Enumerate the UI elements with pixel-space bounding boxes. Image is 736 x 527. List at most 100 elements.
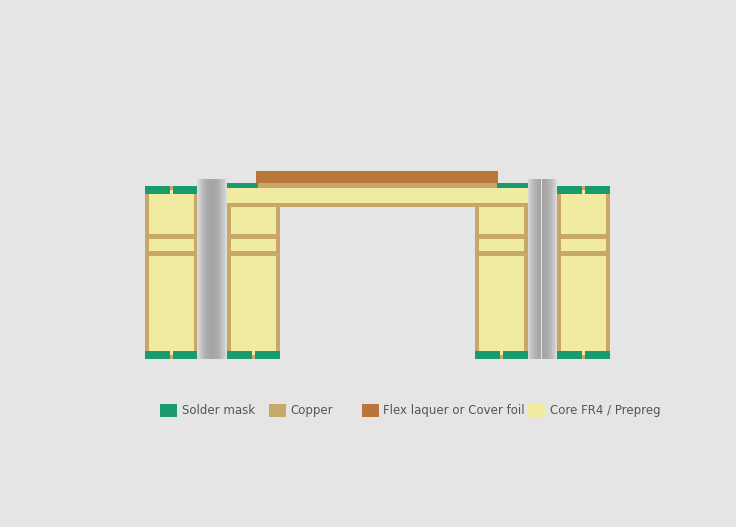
Bar bbox=[537, 179, 539, 359]
Bar bbox=[256, 183, 498, 188]
Bar bbox=[227, 187, 252, 194]
Bar bbox=[585, 351, 609, 359]
Text: Flex laquer or Cover foil: Flex laquer or Cover foil bbox=[383, 404, 525, 417]
Bar bbox=[557, 351, 581, 359]
Bar bbox=[200, 179, 201, 359]
Bar bbox=[557, 187, 609, 190]
Bar bbox=[547, 179, 548, 359]
Bar bbox=[528, 404, 545, 417]
Bar bbox=[606, 187, 609, 359]
Bar bbox=[205, 179, 206, 359]
Bar bbox=[276, 187, 280, 359]
Bar bbox=[145, 187, 169, 194]
Bar bbox=[227, 202, 528, 207]
Bar bbox=[280, 215, 475, 359]
Bar bbox=[209, 179, 210, 359]
Bar bbox=[528, 179, 529, 359]
Bar bbox=[225, 179, 226, 359]
Bar bbox=[551, 179, 552, 359]
Bar bbox=[269, 404, 286, 417]
Bar bbox=[173, 351, 197, 359]
Text: Copper: Copper bbox=[291, 404, 333, 417]
Bar bbox=[542, 179, 543, 359]
Bar bbox=[218, 179, 219, 359]
Bar bbox=[475, 187, 528, 359]
Bar bbox=[207, 179, 208, 359]
Bar bbox=[585, 187, 609, 194]
Bar bbox=[227, 187, 230, 359]
Bar bbox=[478, 234, 524, 239]
Bar bbox=[503, 351, 528, 359]
Bar bbox=[557, 187, 581, 194]
Bar bbox=[217, 179, 218, 359]
Bar bbox=[549, 179, 550, 359]
Bar bbox=[222, 179, 223, 359]
Bar bbox=[211, 179, 212, 359]
Bar bbox=[145, 187, 197, 190]
Bar bbox=[197, 179, 198, 359]
Bar bbox=[535, 179, 536, 359]
Bar bbox=[216, 179, 217, 359]
Text: Solder mask: Solder mask bbox=[182, 404, 255, 417]
Bar bbox=[556, 179, 557, 359]
Bar bbox=[524, 187, 528, 359]
Bar bbox=[554, 179, 555, 359]
Bar bbox=[149, 234, 194, 239]
Bar bbox=[530, 179, 531, 359]
Text: Core FR4 / Prepreg: Core FR4 / Prepreg bbox=[550, 404, 661, 417]
Bar bbox=[221, 179, 222, 359]
Bar bbox=[478, 251, 524, 256]
Bar bbox=[536, 179, 537, 359]
Bar bbox=[475, 351, 500, 359]
Bar bbox=[215, 179, 216, 359]
Bar bbox=[561, 234, 606, 239]
Bar bbox=[227, 355, 280, 359]
Bar bbox=[545, 179, 546, 359]
Bar bbox=[532, 179, 533, 359]
Bar bbox=[160, 404, 177, 417]
Bar bbox=[201, 179, 202, 359]
Bar bbox=[539, 179, 540, 359]
Bar bbox=[227, 188, 528, 203]
Bar bbox=[475, 187, 478, 359]
Bar bbox=[202, 179, 203, 359]
Bar bbox=[230, 251, 276, 256]
Bar bbox=[208, 179, 209, 359]
Bar bbox=[214, 179, 215, 359]
Bar bbox=[223, 179, 224, 359]
Bar bbox=[534, 179, 535, 359]
Bar bbox=[145, 355, 197, 359]
Bar bbox=[199, 179, 200, 359]
Bar bbox=[227, 187, 280, 190]
Bar bbox=[475, 187, 528, 190]
Bar bbox=[557, 355, 609, 359]
Bar bbox=[529, 179, 530, 359]
Bar bbox=[256, 171, 498, 184]
Bar bbox=[149, 251, 194, 256]
Bar bbox=[210, 179, 211, 359]
Bar bbox=[546, 179, 547, 359]
Bar bbox=[553, 179, 554, 359]
Bar bbox=[255, 351, 280, 359]
Bar bbox=[544, 179, 545, 359]
Bar bbox=[503, 187, 528, 194]
Bar bbox=[145, 187, 197, 359]
Bar bbox=[255, 187, 280, 194]
Bar bbox=[550, 179, 551, 359]
Bar bbox=[220, 179, 221, 359]
Bar bbox=[145, 187, 149, 359]
Bar bbox=[224, 179, 225, 359]
Bar bbox=[194, 187, 197, 359]
Bar bbox=[227, 187, 280, 359]
Bar bbox=[230, 234, 276, 239]
Bar bbox=[475, 187, 500, 194]
Bar bbox=[145, 351, 169, 359]
Bar bbox=[561, 251, 606, 256]
Bar bbox=[212, 179, 213, 359]
Bar bbox=[203, 179, 204, 359]
Bar bbox=[543, 179, 544, 359]
Bar bbox=[475, 355, 528, 359]
Bar bbox=[552, 179, 553, 359]
Bar bbox=[557, 187, 609, 359]
Bar bbox=[227, 351, 252, 359]
